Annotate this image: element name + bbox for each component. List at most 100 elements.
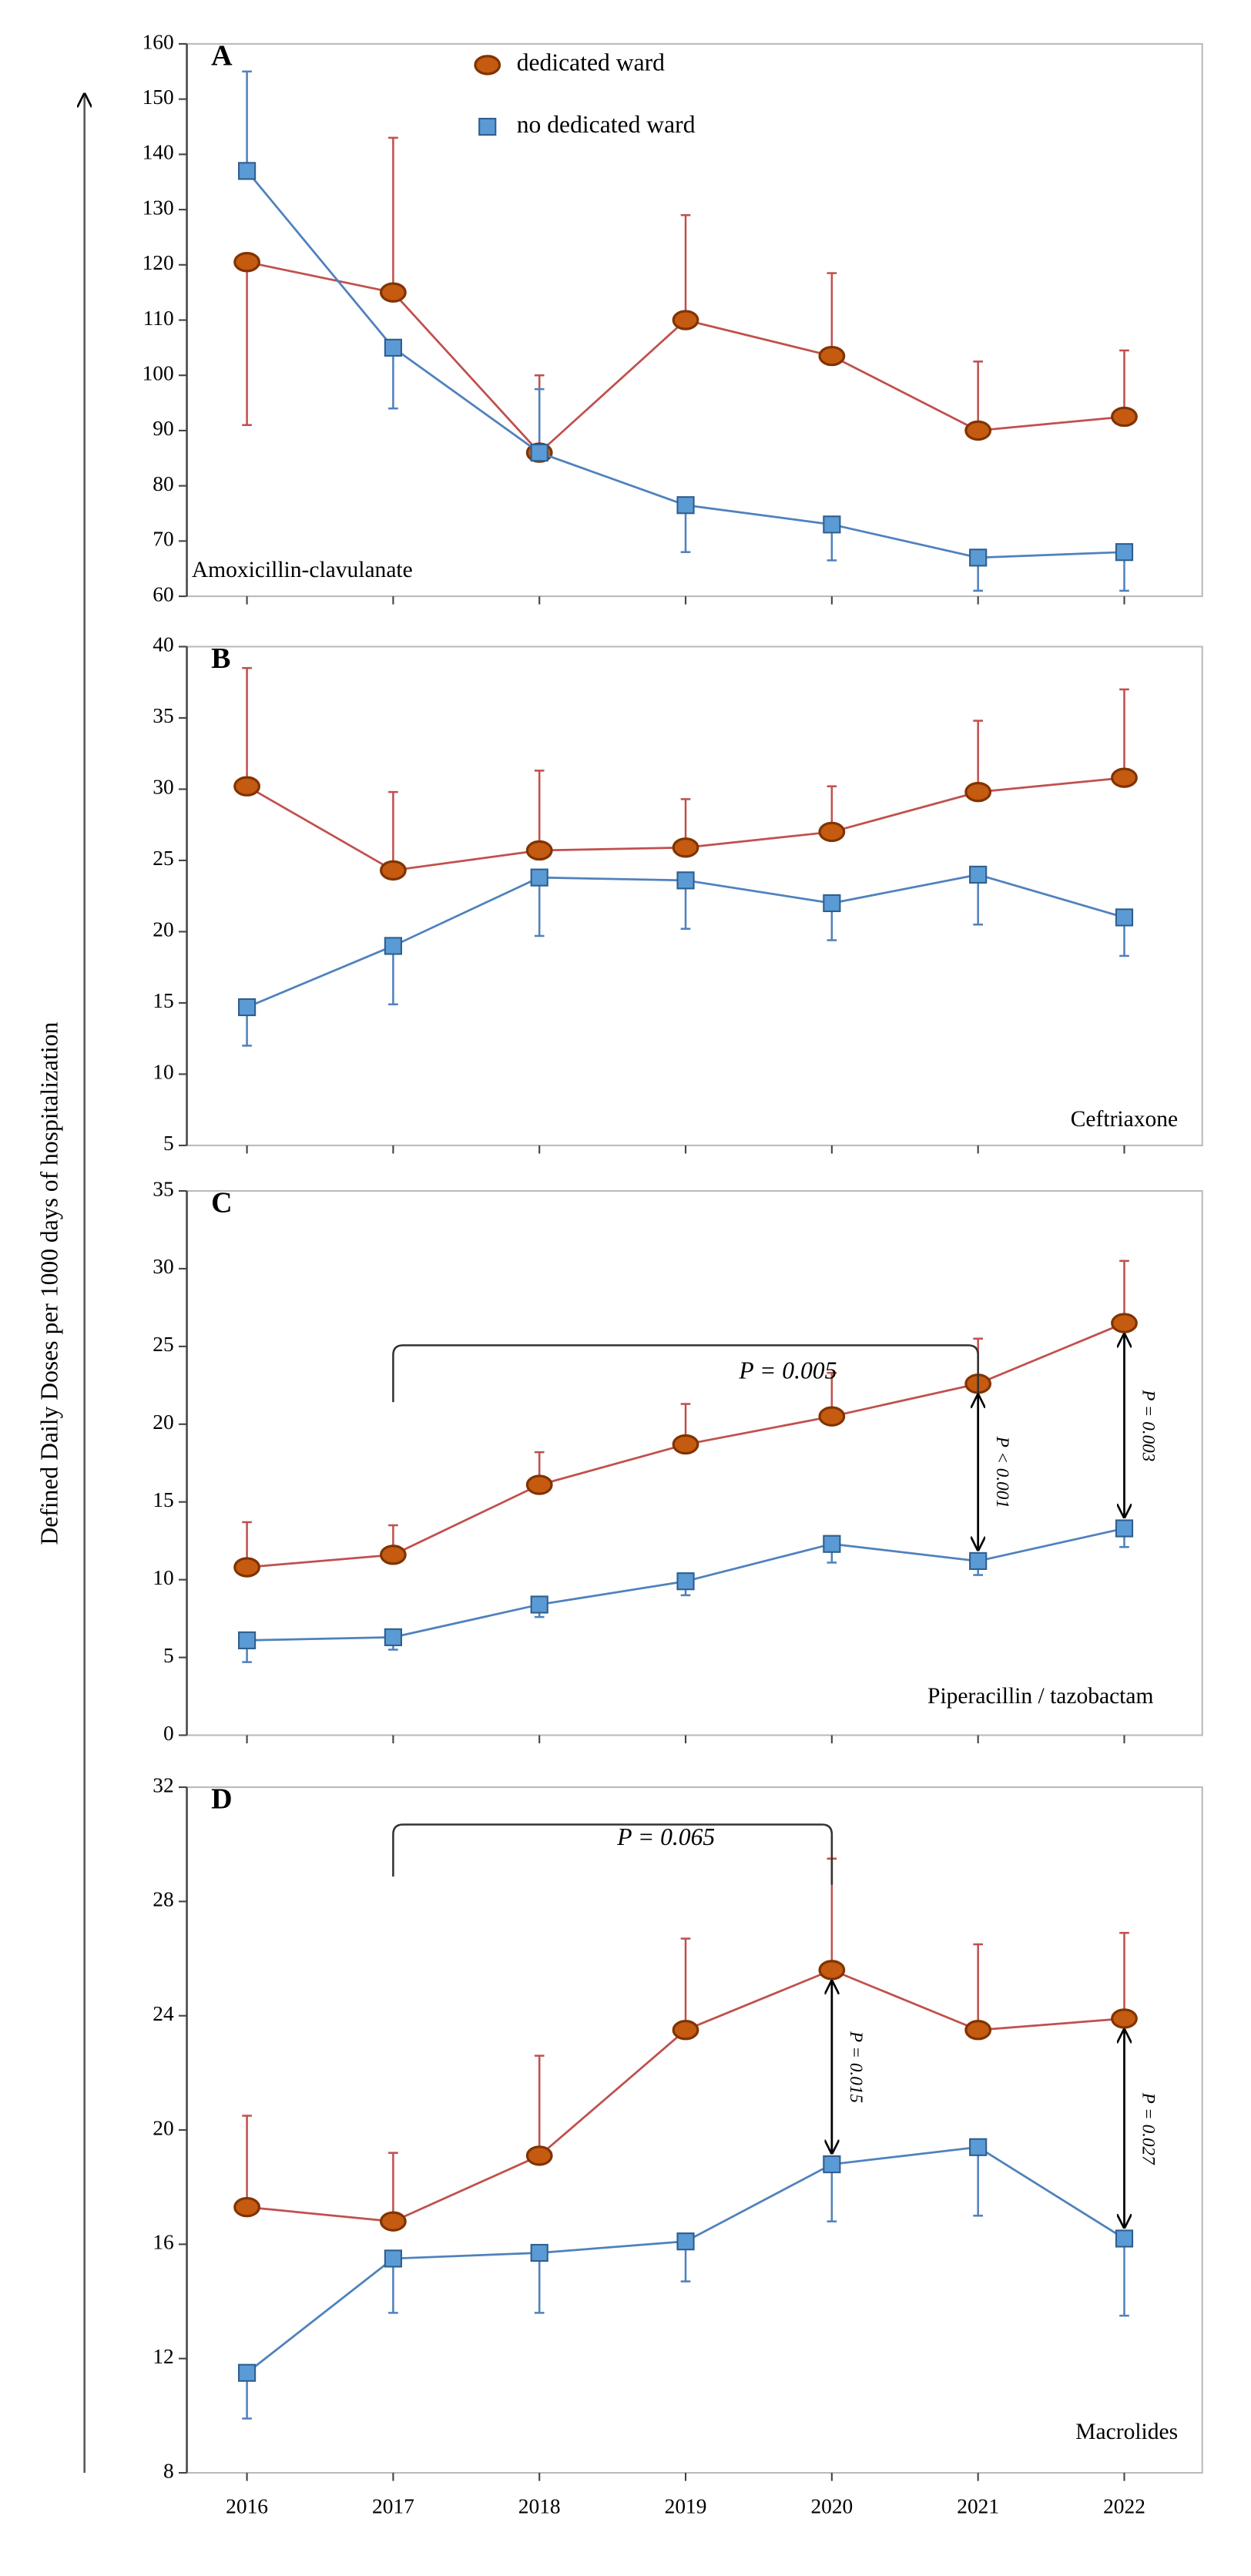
x-tick-label: 2022 <box>1103 2495 1145 2518</box>
marker <box>964 2020 992 2041</box>
marker <box>672 1434 699 1455</box>
panel-frame <box>186 1189 1203 1736</box>
marker <box>237 2363 257 2382</box>
marker <box>380 1545 407 1565</box>
marker <box>823 894 841 913</box>
y-tick-label: 80 <box>153 472 173 495</box>
marker <box>233 1557 260 1578</box>
y-tick-label: 20 <box>153 2116 173 2139</box>
panel-label: D <box>211 1783 232 1816</box>
marker <box>233 252 260 273</box>
x-tick-label: 2019 <box>665 2495 707 2518</box>
y-tick-label: 10 <box>153 1061 173 1084</box>
marker <box>818 1406 846 1427</box>
y-tick-label: 60 <box>153 582 173 605</box>
y-axis-label: Defined Daily Doses per 1000 days of hos… <box>36 1022 63 1545</box>
marker <box>672 2020 699 2041</box>
marker <box>384 1628 402 1646</box>
marker <box>1111 2008 1138 2029</box>
marker <box>1115 1519 1134 1538</box>
y-tick-label: 28 <box>153 1888 173 1911</box>
marker <box>823 1535 841 1553</box>
y-tick-label: 20 <box>153 918 173 941</box>
marker <box>530 2243 548 2262</box>
marker <box>525 1474 553 1495</box>
p-value: P = 0.015 <box>846 2031 866 2103</box>
marker <box>384 937 402 955</box>
y-tick-label: 32 <box>153 1773 173 1796</box>
marker <box>676 2232 695 2251</box>
y-tick-label: 5 <box>163 1132 174 1155</box>
marker <box>237 1631 257 1649</box>
y-tick-label: 120 <box>143 251 174 274</box>
y-tick-label: 10 <box>153 1566 173 1589</box>
marker <box>1115 543 1134 562</box>
x-tick-label: 2018 <box>518 2495 561 2518</box>
y-tick-label: 140 <box>143 141 174 164</box>
marker <box>1111 767 1138 788</box>
y-tick-label: 25 <box>153 1333 173 1356</box>
marker <box>384 2249 402 2268</box>
p-value: P = 0.003 <box>1139 1389 1159 1461</box>
y-tick-label: 30 <box>153 776 173 799</box>
y-tick-label: 70 <box>153 528 173 551</box>
p-value: P = 0.065 <box>616 1823 715 1850</box>
y-tick-label: 90 <box>153 417 173 440</box>
marker <box>964 781 992 803</box>
y-tick-label: 15 <box>153 989 173 1012</box>
legend-label: dedicated ward <box>517 49 665 76</box>
marker <box>525 2145 553 2166</box>
drug-name: Piperacillin / tazobactam <box>927 1684 1153 1709</box>
drug-name: Amoxicillin-clavulanate <box>192 558 413 582</box>
marker <box>237 162 257 180</box>
marker <box>818 1960 846 1981</box>
marker <box>969 865 988 884</box>
marker <box>676 496 695 515</box>
p-value: P < 0.001 <box>992 1436 1012 1508</box>
y-tick-label: 40 <box>153 633 173 656</box>
y-tick-label: 35 <box>153 704 173 727</box>
y-tick-label: 24 <box>153 2002 174 2025</box>
marker <box>823 515 841 534</box>
x-tick-label: 2020 <box>810 2495 853 2518</box>
marker <box>530 868 548 887</box>
y-tick-label: 100 <box>143 362 174 385</box>
marker <box>530 1595 548 1614</box>
p-value: P = 0.005 <box>738 1357 837 1384</box>
y-tick-label: 130 <box>143 196 174 219</box>
panel-label: C <box>211 1187 232 1219</box>
marker <box>530 444 548 462</box>
y-tick-label: 25 <box>153 847 173 870</box>
marker <box>818 821 846 843</box>
y-tick-label: 160 <box>143 30 174 53</box>
panel-frame <box>186 1786 1203 2474</box>
legend-marker <box>474 55 501 75</box>
p-value: P = 0.027 <box>1139 2092 1159 2166</box>
marker <box>237 998 257 1017</box>
legend-marker <box>478 117 497 136</box>
x-tick-label: 2021 <box>957 2495 999 2518</box>
y-tick-label: 150 <box>143 86 174 109</box>
marker <box>676 871 695 890</box>
drug-name: Ceftriaxone <box>1071 1107 1178 1132</box>
marker <box>672 310 699 330</box>
y-tick-label: 15 <box>153 1488 173 1511</box>
marker <box>676 1572 695 1591</box>
y-tick-label: 5 <box>163 1644 174 1667</box>
panel-label: B <box>211 642 230 675</box>
panel-label: A <box>211 40 233 72</box>
marker <box>525 840 553 861</box>
y-tick-label: 35 <box>153 1177 173 1200</box>
x-tick-label: 2016 <box>226 2495 268 2518</box>
marker <box>233 776 260 797</box>
marker <box>380 2211 407 2232</box>
bracket <box>392 1823 833 1885</box>
marker <box>672 837 699 858</box>
drug-name: Macrolides <box>1075 2420 1178 2444</box>
marker <box>1111 1313 1138 1333</box>
legend-label: no dedicated ward <box>517 111 696 138</box>
marker <box>969 2138 988 2156</box>
y-tick-label: 16 <box>153 2231 173 2254</box>
y-tick-label: 30 <box>153 1255 173 1278</box>
